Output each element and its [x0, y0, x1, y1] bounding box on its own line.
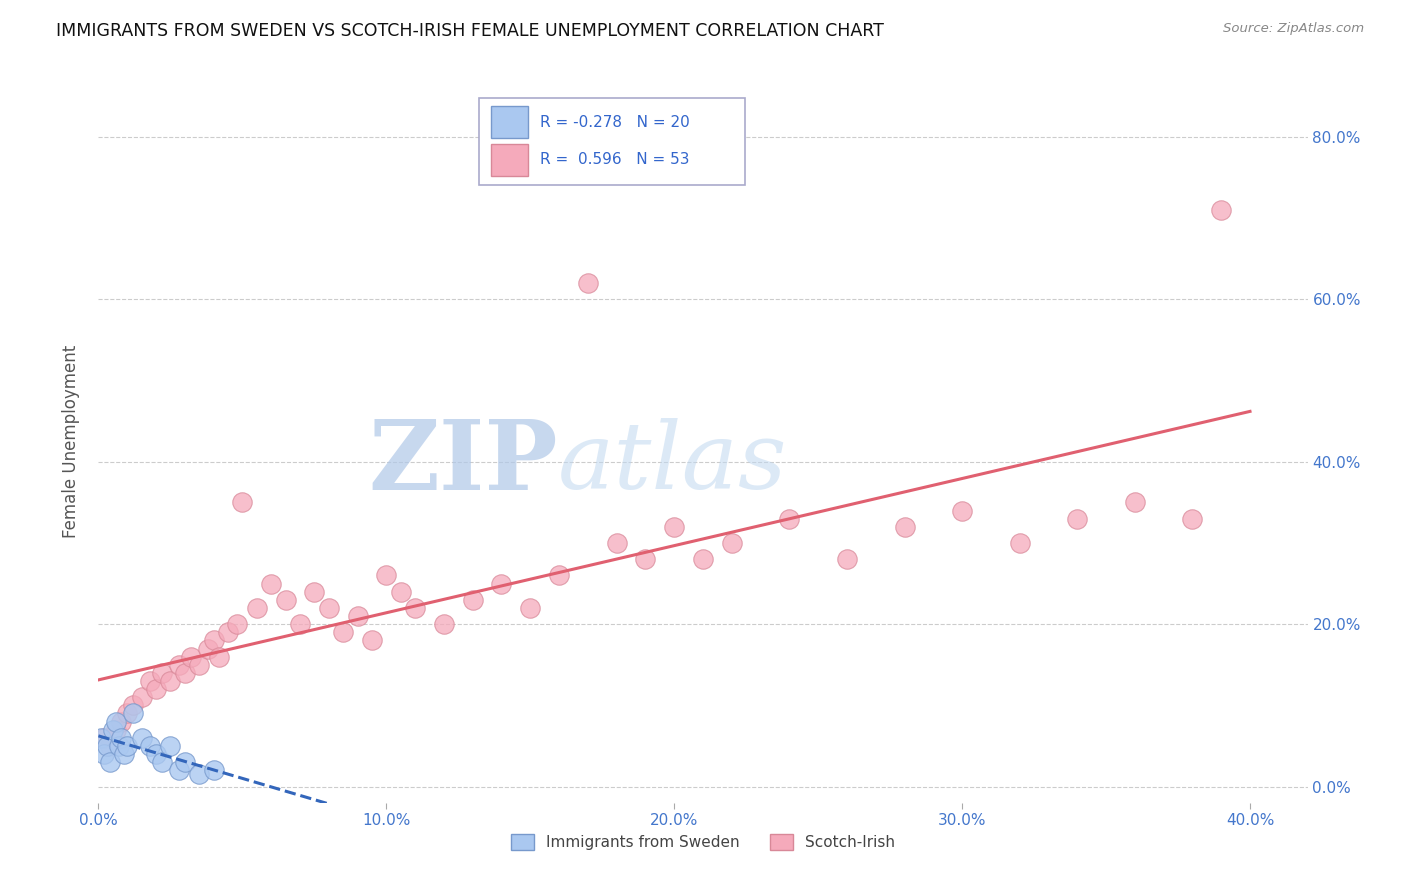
Text: IMMIGRANTS FROM SWEDEN VS SCOTCH-IRISH FEMALE UNEMPLOYMENT CORRELATION CHART: IMMIGRANTS FROM SWEDEN VS SCOTCH-IRISH F… — [56, 22, 884, 40]
Text: ZIP: ZIP — [368, 417, 558, 510]
FancyBboxPatch shape — [479, 98, 745, 185]
Legend: Immigrants from Sweden, Scotch-Irish: Immigrants from Sweden, Scotch-Irish — [505, 829, 901, 856]
Text: R =  0.596   N = 53: R = 0.596 N = 53 — [540, 153, 689, 168]
FancyBboxPatch shape — [492, 106, 527, 138]
Y-axis label: Female Unemployment: Female Unemployment — [62, 345, 80, 538]
FancyBboxPatch shape — [492, 144, 527, 176]
Text: Source: ZipAtlas.com: Source: ZipAtlas.com — [1223, 22, 1364, 36]
Text: atlas: atlas — [558, 418, 787, 508]
Text: R = -0.278   N = 20: R = -0.278 N = 20 — [540, 115, 689, 129]
